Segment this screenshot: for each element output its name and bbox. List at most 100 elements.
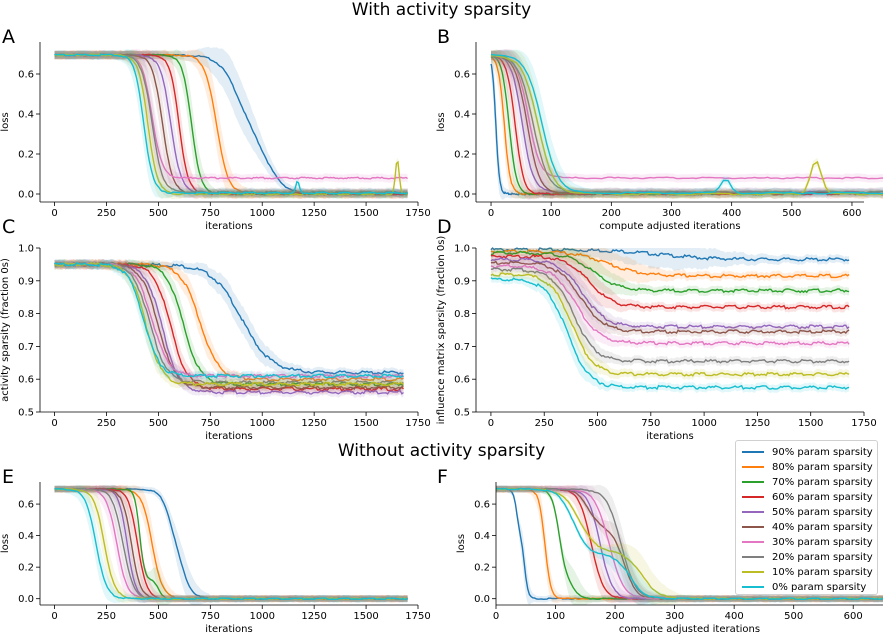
- x-tick-label: 0: [51, 208, 57, 219]
- y-axis-label: activity sparsity (fraction 0s): [0, 258, 11, 402]
- x-tick-label: 1000: [250, 208, 275, 219]
- series-line-d-8: [490, 272, 850, 377]
- x-tick-label: 0: [51, 611, 57, 622]
- series-line-d-0: [490, 247, 850, 262]
- x-tick-label: 0: [488, 418, 494, 429]
- x-tick-label: 750: [201, 418, 220, 429]
- x-tick-label: 200: [602, 208, 621, 219]
- band-e-4: [54, 484, 408, 604]
- x-tick-label: 750: [641, 418, 660, 429]
- x-axis-label: iterations: [646, 431, 693, 442]
- band-b-2: [491, 49, 798, 200]
- legend-item: 10% param sparsity: [742, 565, 873, 579]
- x-tick-label: 1500: [353, 208, 378, 219]
- series-line-c-7: [54, 261, 404, 386]
- band-d-2: [490, 248, 850, 297]
- x-tick-label: 500: [784, 611, 803, 622]
- x-tick-label: 1500: [353, 418, 378, 429]
- y-tick-label: 0.6: [474, 500, 490, 511]
- legend-label: 30% param sparsity: [772, 536, 873, 548]
- legend-swatch: [742, 511, 764, 513]
- y-tick-label: 0.6: [18, 375, 34, 386]
- y-tick-label: 0.6: [18, 70, 34, 81]
- y-tick-label: 0.2: [454, 150, 470, 161]
- x-tick-label: 750: [201, 611, 220, 622]
- series-line-d-4: [490, 257, 850, 330]
- x-tick-label: 0: [51, 418, 57, 429]
- series-line-d-2: [490, 250, 850, 294]
- x-tick-label: 400: [722, 208, 741, 219]
- x-tick-label: 250: [97, 418, 116, 429]
- section-title-with-activity: With activity sparsity: [351, 0, 532, 20]
- legend-item: 80% param sparsity: [742, 460, 873, 474]
- x-tick-label: 250: [97, 611, 116, 622]
- series-line-b-6: [490, 54, 883, 180]
- panel-letter-c: C: [2, 216, 16, 238]
- x-tick-label: 1500: [798, 418, 823, 429]
- panel-letter-e: E: [2, 466, 15, 488]
- series-line-e-9: [54, 487, 408, 601]
- legend-item: 60% param sparsity: [742, 490, 873, 504]
- series-line-d-6: [490, 264, 850, 346]
- y-axis-label: influence matrix sparsity (fraction 0s): [436, 236, 447, 425]
- legend-label: 70% param sparsity: [772, 476, 873, 488]
- x-tick-label: 100: [546, 611, 565, 622]
- y-axis-label: loss: [0, 112, 11, 131]
- y-tick-label: 0.7: [18, 342, 34, 353]
- band-e-8: [54, 485, 408, 603]
- x-tick-label: 1000: [250, 611, 275, 622]
- x-tick-label: 500: [149, 208, 168, 219]
- x-tick-label: 300: [662, 208, 681, 219]
- series-line-f-9: [495, 487, 883, 601]
- x-tick-label: 1000: [691, 418, 716, 429]
- x-axis-label: iterations: [205, 624, 252, 635]
- x-axis-label: iterations: [205, 221, 252, 232]
- legend-label: 50% param sparsity: [772, 506, 873, 518]
- y-tick-label: 1.0: [18, 244, 34, 255]
- legend-label: 80% param sparsity: [772, 461, 873, 473]
- y-tick-label: 0.2: [18, 563, 34, 574]
- panel-a: 0 250 500 750 1000 1250 1500 1750 0.0 0.2 0.4 0.6 it…: [0, 42, 431, 232]
- y-tick-label: 0.6: [18, 500, 34, 511]
- y-tick-label: 0.4: [474, 531, 490, 542]
- panel-letter-b: B: [437, 26, 451, 48]
- series-line-c-9: [54, 261, 404, 379]
- x-tick-label: 300: [665, 611, 684, 622]
- panel-c: 0 250 500 750 1000 1250 1500 1750 0.5 0.6 0.7 0.8 0.…: [0, 244, 431, 443]
- x-tick-label: 500: [588, 418, 607, 429]
- legend-label: 90% param sparsity: [772, 446, 873, 458]
- y-tick-label: 0.0: [474, 594, 490, 605]
- legend-label: 40% param sparsity: [772, 521, 873, 533]
- legend-label: 60% param sparsity: [772, 491, 873, 503]
- y-tick-label: 0.0: [18, 594, 34, 605]
- legend-item: 90% param sparsity: [742, 445, 873, 459]
- x-tick-label: 500: [782, 208, 801, 219]
- y-tick-label: 0.7: [454, 342, 470, 353]
- y-tick-label: 0.9: [18, 276, 34, 287]
- series-line-d-9: [490, 277, 850, 391]
- x-tick-label: 0: [493, 611, 499, 622]
- x-tick-label: 1750: [851, 418, 876, 429]
- x-tick-label: 600: [842, 208, 861, 219]
- band-d-3: [490, 250, 850, 313]
- x-tick-label: 250: [535, 418, 554, 429]
- y-tick-label: 0.2: [474, 563, 490, 574]
- y-tick-label: 0.0: [454, 190, 470, 201]
- legend-item: 50% param sparsity: [742, 505, 873, 519]
- x-tick-label: 250: [97, 208, 116, 219]
- x-axis-label: compute adjusted iterations: [619, 624, 760, 635]
- band-b-3: [491, 50, 883, 200]
- band-e-7: [54, 484, 408, 604]
- x-tick-label: 100: [542, 208, 561, 219]
- series-line-b-8: [490, 54, 883, 196]
- y-axis-label: loss: [436, 112, 447, 131]
- legend-swatch: [742, 466, 764, 468]
- series-line-c-1: [54, 262, 404, 382]
- x-tick-label: 500: [149, 418, 168, 429]
- legend-swatch: [742, 451, 764, 453]
- legend-item: 70% param sparsity: [742, 475, 873, 489]
- legend: 90% param sparsity 80% param sparsity 70% …: [735, 440, 878, 595]
- band-d-6: [490, 260, 850, 349]
- band-a-6: [54, 48, 408, 184]
- legend-swatch: [742, 541, 764, 543]
